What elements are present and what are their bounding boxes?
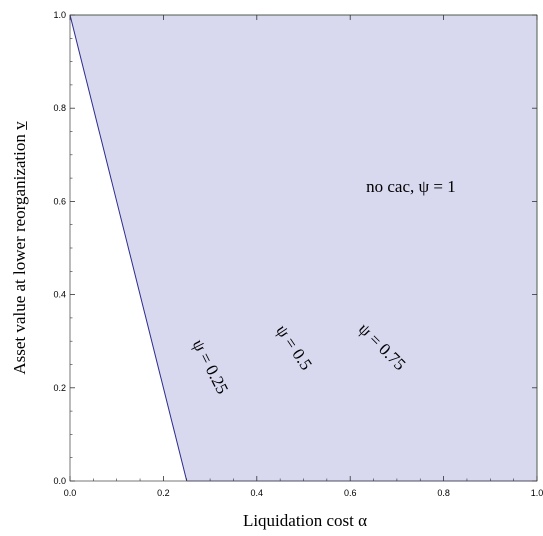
x-axis-label: Liquidation cost α xyxy=(243,511,367,530)
y-tick-label: 0.8 xyxy=(53,103,66,113)
x-tick-label: 0.0 xyxy=(64,488,77,498)
axis-ticks: 0.0 0.0 0.2 0.2 0.4 0.4 0.6 0.6 0.8 0.8 1.0 1.0 xyxy=(53,10,543,498)
y-axis-label: Asset value at lower reorganization v̲ xyxy=(10,121,29,375)
y-tick-label: 0.2 xyxy=(53,383,66,393)
x-tick-label: 0.6 xyxy=(344,488,357,498)
boundary-line-1 xyxy=(69,14,188,482)
region-1 xyxy=(70,15,537,481)
y-tick-label: 0.0 xyxy=(53,476,66,486)
y-tick-label: 0.4 xyxy=(53,290,66,300)
region-label-4: no cac, ψ = 1 xyxy=(366,177,456,196)
y-tick-label: 0.6 xyxy=(53,196,66,206)
x-tick-label: 0.2 xyxy=(157,488,170,498)
y-tick-label: 1.0 xyxy=(53,10,66,20)
chart-regions xyxy=(69,14,538,482)
x-tick-label: 0.4 xyxy=(251,488,264,498)
x-tick-label: 1.0 xyxy=(531,488,543,498)
x-tick-label: 0.8 xyxy=(437,488,450,498)
